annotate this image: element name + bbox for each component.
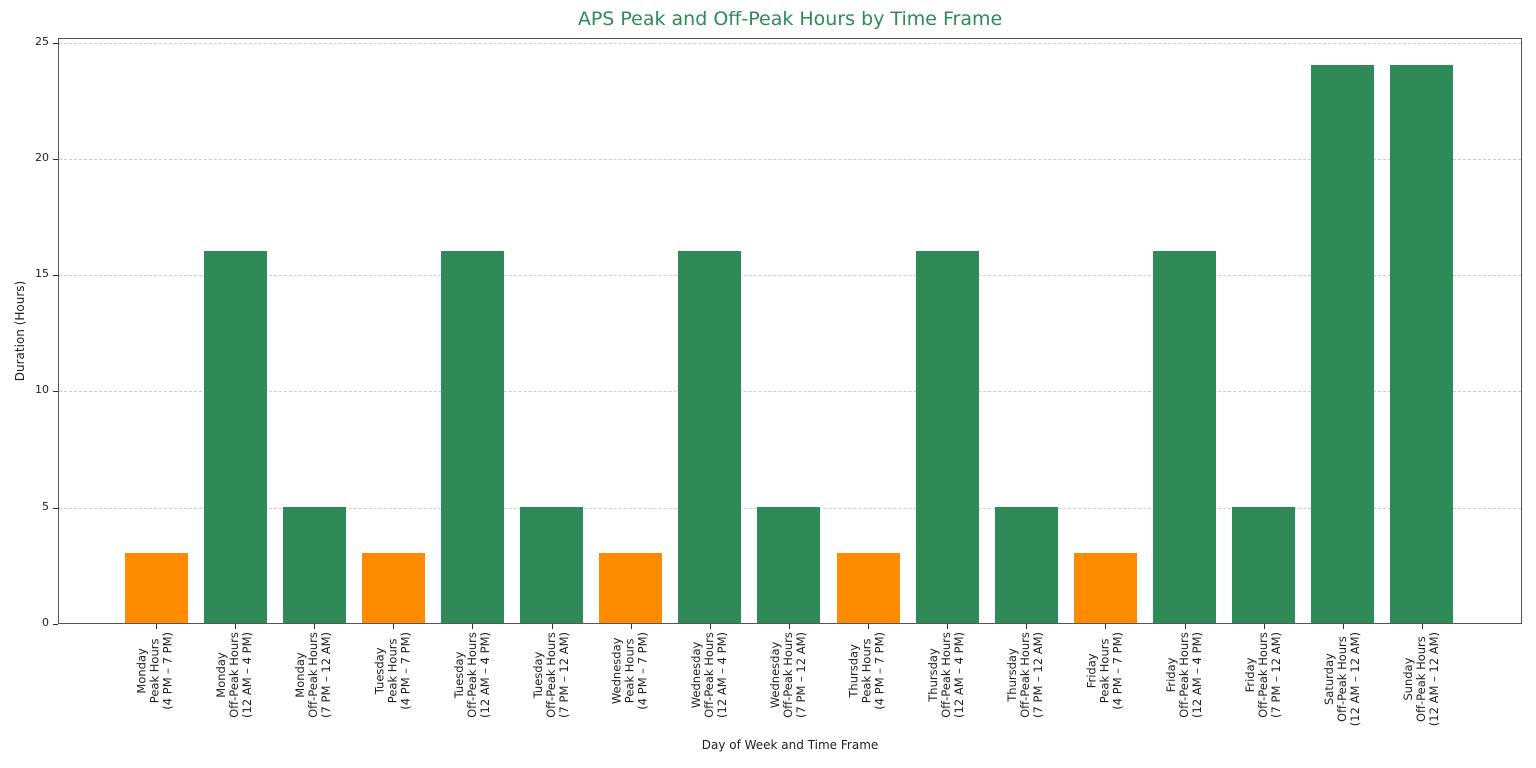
x-tick-label-text: Tuesday Off-Peak Hours (12 AM – 4 PM) xyxy=(451,632,492,718)
y-tick-label: 5 xyxy=(42,499,49,513)
y-tick-label: 15 xyxy=(35,267,49,281)
y-axis-label: Duration (Hours) xyxy=(13,280,27,382)
x-tick-label-text: Monday Off-Peak Hours (7 PM – 12 AM) xyxy=(293,632,334,718)
x-tick-mark xyxy=(156,624,157,629)
x-axis-label: Day of Week and Time Frame xyxy=(701,738,879,752)
x-tick-label-text: Friday Off-Peak Hours (7 PM – 12 AM) xyxy=(1242,632,1283,718)
y-tick-label: 0 xyxy=(42,616,49,629)
x-tick-label-text: Thursday Off-Peak Hours (7 PM – 12 AM) xyxy=(1005,632,1046,718)
x-tick-label-text: Tuesday Off-Peak Hours (7 PM – 12 AM) xyxy=(530,632,571,718)
bar-peak xyxy=(599,553,663,623)
y-tick-mark xyxy=(53,275,58,277)
x-tick-mark xyxy=(709,624,711,629)
bar-off-peak xyxy=(915,250,979,623)
x-tick-label-text: Friday Off-Peak Hours (12 AM – 4 PM) xyxy=(1163,632,1204,718)
x-tick-mark xyxy=(630,624,632,629)
x-tick-label-text: Tuesday Peak Hours (4 PM – 7 PM) xyxy=(372,632,413,710)
bar-peak xyxy=(1073,553,1137,623)
y-tick-mark xyxy=(53,42,58,44)
plot-area xyxy=(58,38,1522,624)
x-tick-label-text: Thursday Peak Hours (4 PM – 7 PM) xyxy=(847,632,888,710)
x-tick-mark xyxy=(1342,624,1344,629)
x-tick-label-text: Wednesday Off-Peak Hours (7 PM – 12 AM) xyxy=(767,632,808,718)
x-tick-label-text: Monday Off-Peak Hours (12 AM – 4 PM) xyxy=(214,632,255,718)
bar-peak xyxy=(836,553,900,623)
bar-off-peak xyxy=(1232,506,1296,623)
x-tick-mark xyxy=(1421,624,1423,629)
gridline xyxy=(59,391,1521,393)
bar-off-peak xyxy=(1390,64,1454,623)
bar-peak xyxy=(361,553,425,623)
bar-off-peak xyxy=(1153,250,1217,623)
x-tick-mark xyxy=(1105,624,1107,629)
x-tick-mark xyxy=(472,624,474,629)
bar-off-peak xyxy=(1311,64,1375,623)
bar-off-peak xyxy=(282,506,346,623)
x-tick-label-text: Saturday Off-Peak Hours (12 AM – 12 AM) xyxy=(1321,632,1362,727)
bar-peak xyxy=(124,553,188,623)
x-tick-mark xyxy=(393,624,395,629)
y-tick-mark xyxy=(53,624,58,625)
x-tick-label-text: Thursday Off-Peak Hours (12 AM – 4 PM) xyxy=(926,632,967,718)
y-tick-mark xyxy=(53,158,58,160)
x-tick-label-text: Sunday Off-Peak Hours (12 AM – 12 AM) xyxy=(1400,632,1441,727)
bar-off-peak xyxy=(203,250,267,623)
gridline xyxy=(59,275,1521,277)
x-tick-mark xyxy=(1263,624,1265,629)
x-tick-mark xyxy=(947,624,949,629)
x-tick-label-text: Wednesday Peak Hours (4 PM – 7 PM) xyxy=(609,632,650,710)
y-tick-label: 20 xyxy=(35,150,49,164)
x-tick-mark xyxy=(235,624,237,629)
chart-title: APS Peak and Off-Peak Hours by Time Fram… xyxy=(577,8,1003,30)
y-tick-mark xyxy=(53,391,58,393)
bar-off-peak xyxy=(678,250,742,623)
x-tick-label-text: Friday Peak Hours (4 PM – 7 PM) xyxy=(1084,632,1125,710)
y-tick-label: 25 xyxy=(35,34,49,48)
bar-off-peak xyxy=(757,506,821,623)
x-tick-mark xyxy=(551,624,553,629)
x-tick-mark xyxy=(788,624,790,629)
bar-off-peak xyxy=(440,250,504,623)
bar-off-peak xyxy=(520,506,584,623)
bar-off-peak xyxy=(994,506,1058,623)
y-tick-label: 10 xyxy=(35,383,49,397)
gridline xyxy=(59,158,1521,160)
y-tick-mark xyxy=(53,507,58,509)
x-tick-mark xyxy=(868,624,870,629)
x-tick-mark xyxy=(314,624,316,629)
x-tick-label-text: Monday Peak Hours (4 PM – 7 PM) xyxy=(135,632,175,710)
x-tick-mark xyxy=(1184,624,1186,629)
x-tick-label-text: Wednesday Off-Peak Hours (12 AM – 4 PM) xyxy=(688,632,729,718)
gridline xyxy=(59,42,1521,44)
x-tick-mark xyxy=(1026,624,1028,629)
